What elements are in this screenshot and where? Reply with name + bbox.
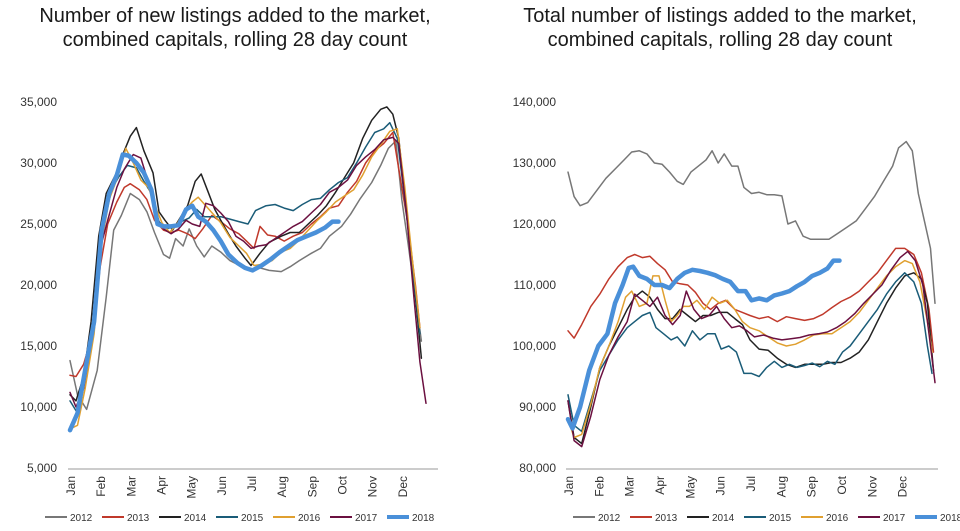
legend-label: 2018	[940, 513, 960, 524]
chart-title-line-2: combined capitals, rolling 28 day count	[62, 29, 408, 51]
chart-panel-total-listings: Total number of listings added to the ma…	[480, 0, 960, 531]
legend-label: 2015	[241, 513, 264, 524]
x-tick-label: Nov	[865, 476, 879, 497]
legend-label: 2012	[70, 513, 93, 524]
series-line-2018	[67, 152, 341, 433]
x-tick-label: Apr	[653, 476, 667, 495]
line-chart-new-listings: 5,000 10,000 15,000 20,000 25,000 30,000 35,00…	[20, 95, 438, 524]
y-tick-label: 10,000	[20, 400, 57, 414]
y-tick-label: 20,000	[20, 278, 57, 292]
chart-title: Number of new listings added to the mark…	[0, 4, 470, 52]
chart-title-line-2: combined capitals, rolling 28 day count	[547, 29, 893, 51]
x-tick-label: Jul	[245, 476, 259, 491]
series-line-2012	[567, 140, 936, 305]
y-tick-label: 110,000	[514, 278, 557, 292]
legend-label: 2016	[298, 513, 321, 524]
x-tick-label: Aug	[774, 476, 788, 497]
y-tick-label: 130,000	[513, 156, 557, 170]
legend-label: 2015	[769, 513, 792, 524]
legend-label: 2016	[826, 513, 849, 524]
x-tick-label: Dec	[396, 476, 410, 497]
x-tick-label: Nov	[366, 476, 380, 497]
x-tick-label: Jun	[215, 476, 229, 495]
x-tick-label: Oct	[336, 475, 350, 494]
x-tick-label: May	[185, 476, 199, 499]
y-tick-label: 80,000	[519, 461, 556, 475]
legend-label: 2013	[655, 513, 678, 524]
x-tick-label: Sep	[305, 476, 319, 498]
legend-label: 2013	[127, 513, 150, 524]
x-tick-label: Aug	[275, 476, 289, 497]
series-line-2014	[69, 106, 423, 402]
line-chart-total-listings: 80,000 90,000 100,000 110,000 120,000 130,000…	[513, 95, 960, 524]
x-tick-label: Jan	[64, 476, 78, 495]
chart-title-line-1: Total number of listings added to the ma…	[523, 5, 917, 27]
x-tick-label: Feb	[592, 476, 606, 497]
chart-title: Total number of listings added to the ma…	[480, 4, 960, 52]
x-tick-label: Sep	[805, 476, 819, 498]
y-tick-label: 140,000	[513, 95, 557, 109]
series-line-2013	[69, 131, 421, 378]
y-tick-label: 35,000	[20, 95, 57, 109]
series-line-2015	[567, 272, 933, 433]
legend-label: 2014	[184, 513, 207, 524]
x-tick-label: Mar	[623, 476, 637, 497]
legend-label: 2017	[355, 513, 378, 524]
y-tick-label: 25,000	[20, 217, 57, 231]
legend-label: 2018	[412, 513, 435, 524]
y-tick-label: 90,000	[519, 400, 556, 414]
x-tick-label: Dec	[896, 476, 910, 497]
series-line-2013	[567, 247, 935, 353]
x-tick-label: Apr	[155, 476, 169, 495]
x-tick-label: Jun	[714, 476, 728, 495]
chart-panel-new-listings: Number of new listings added to the mark…	[0, 0, 470, 531]
y-tick-label: 15,000	[20, 339, 57, 353]
y-tick-label: 30,000	[20, 156, 57, 170]
x-tick-label: Mar	[124, 476, 138, 497]
legend-label: 2012	[598, 513, 621, 524]
x-tick-label: Jan	[562, 476, 576, 495]
series-line-2017	[69, 136, 427, 408]
x-tick-label: May	[683, 476, 697, 499]
legend-label: 2014	[712, 513, 735, 524]
legend-label: 2017	[883, 513, 906, 524]
chart-title-line-1: Number of new listings added to the mark…	[39, 5, 431, 27]
series-line-2016	[69, 128, 421, 430]
x-tick-label: Feb	[94, 476, 108, 497]
series-line-2017	[567, 250, 936, 448]
series-line-2014	[567, 272, 935, 445]
y-tick-label: 100,000	[513, 339, 557, 353]
y-tick-label: 5,000	[27, 461, 57, 475]
x-tick-label: Jul	[744, 476, 758, 491]
series-line-2012	[69, 140, 423, 411]
y-tick-label: 120,000	[513, 217, 557, 231]
series-line-2018	[565, 258, 842, 431]
x-tick-label: Oct	[835, 475, 849, 494]
